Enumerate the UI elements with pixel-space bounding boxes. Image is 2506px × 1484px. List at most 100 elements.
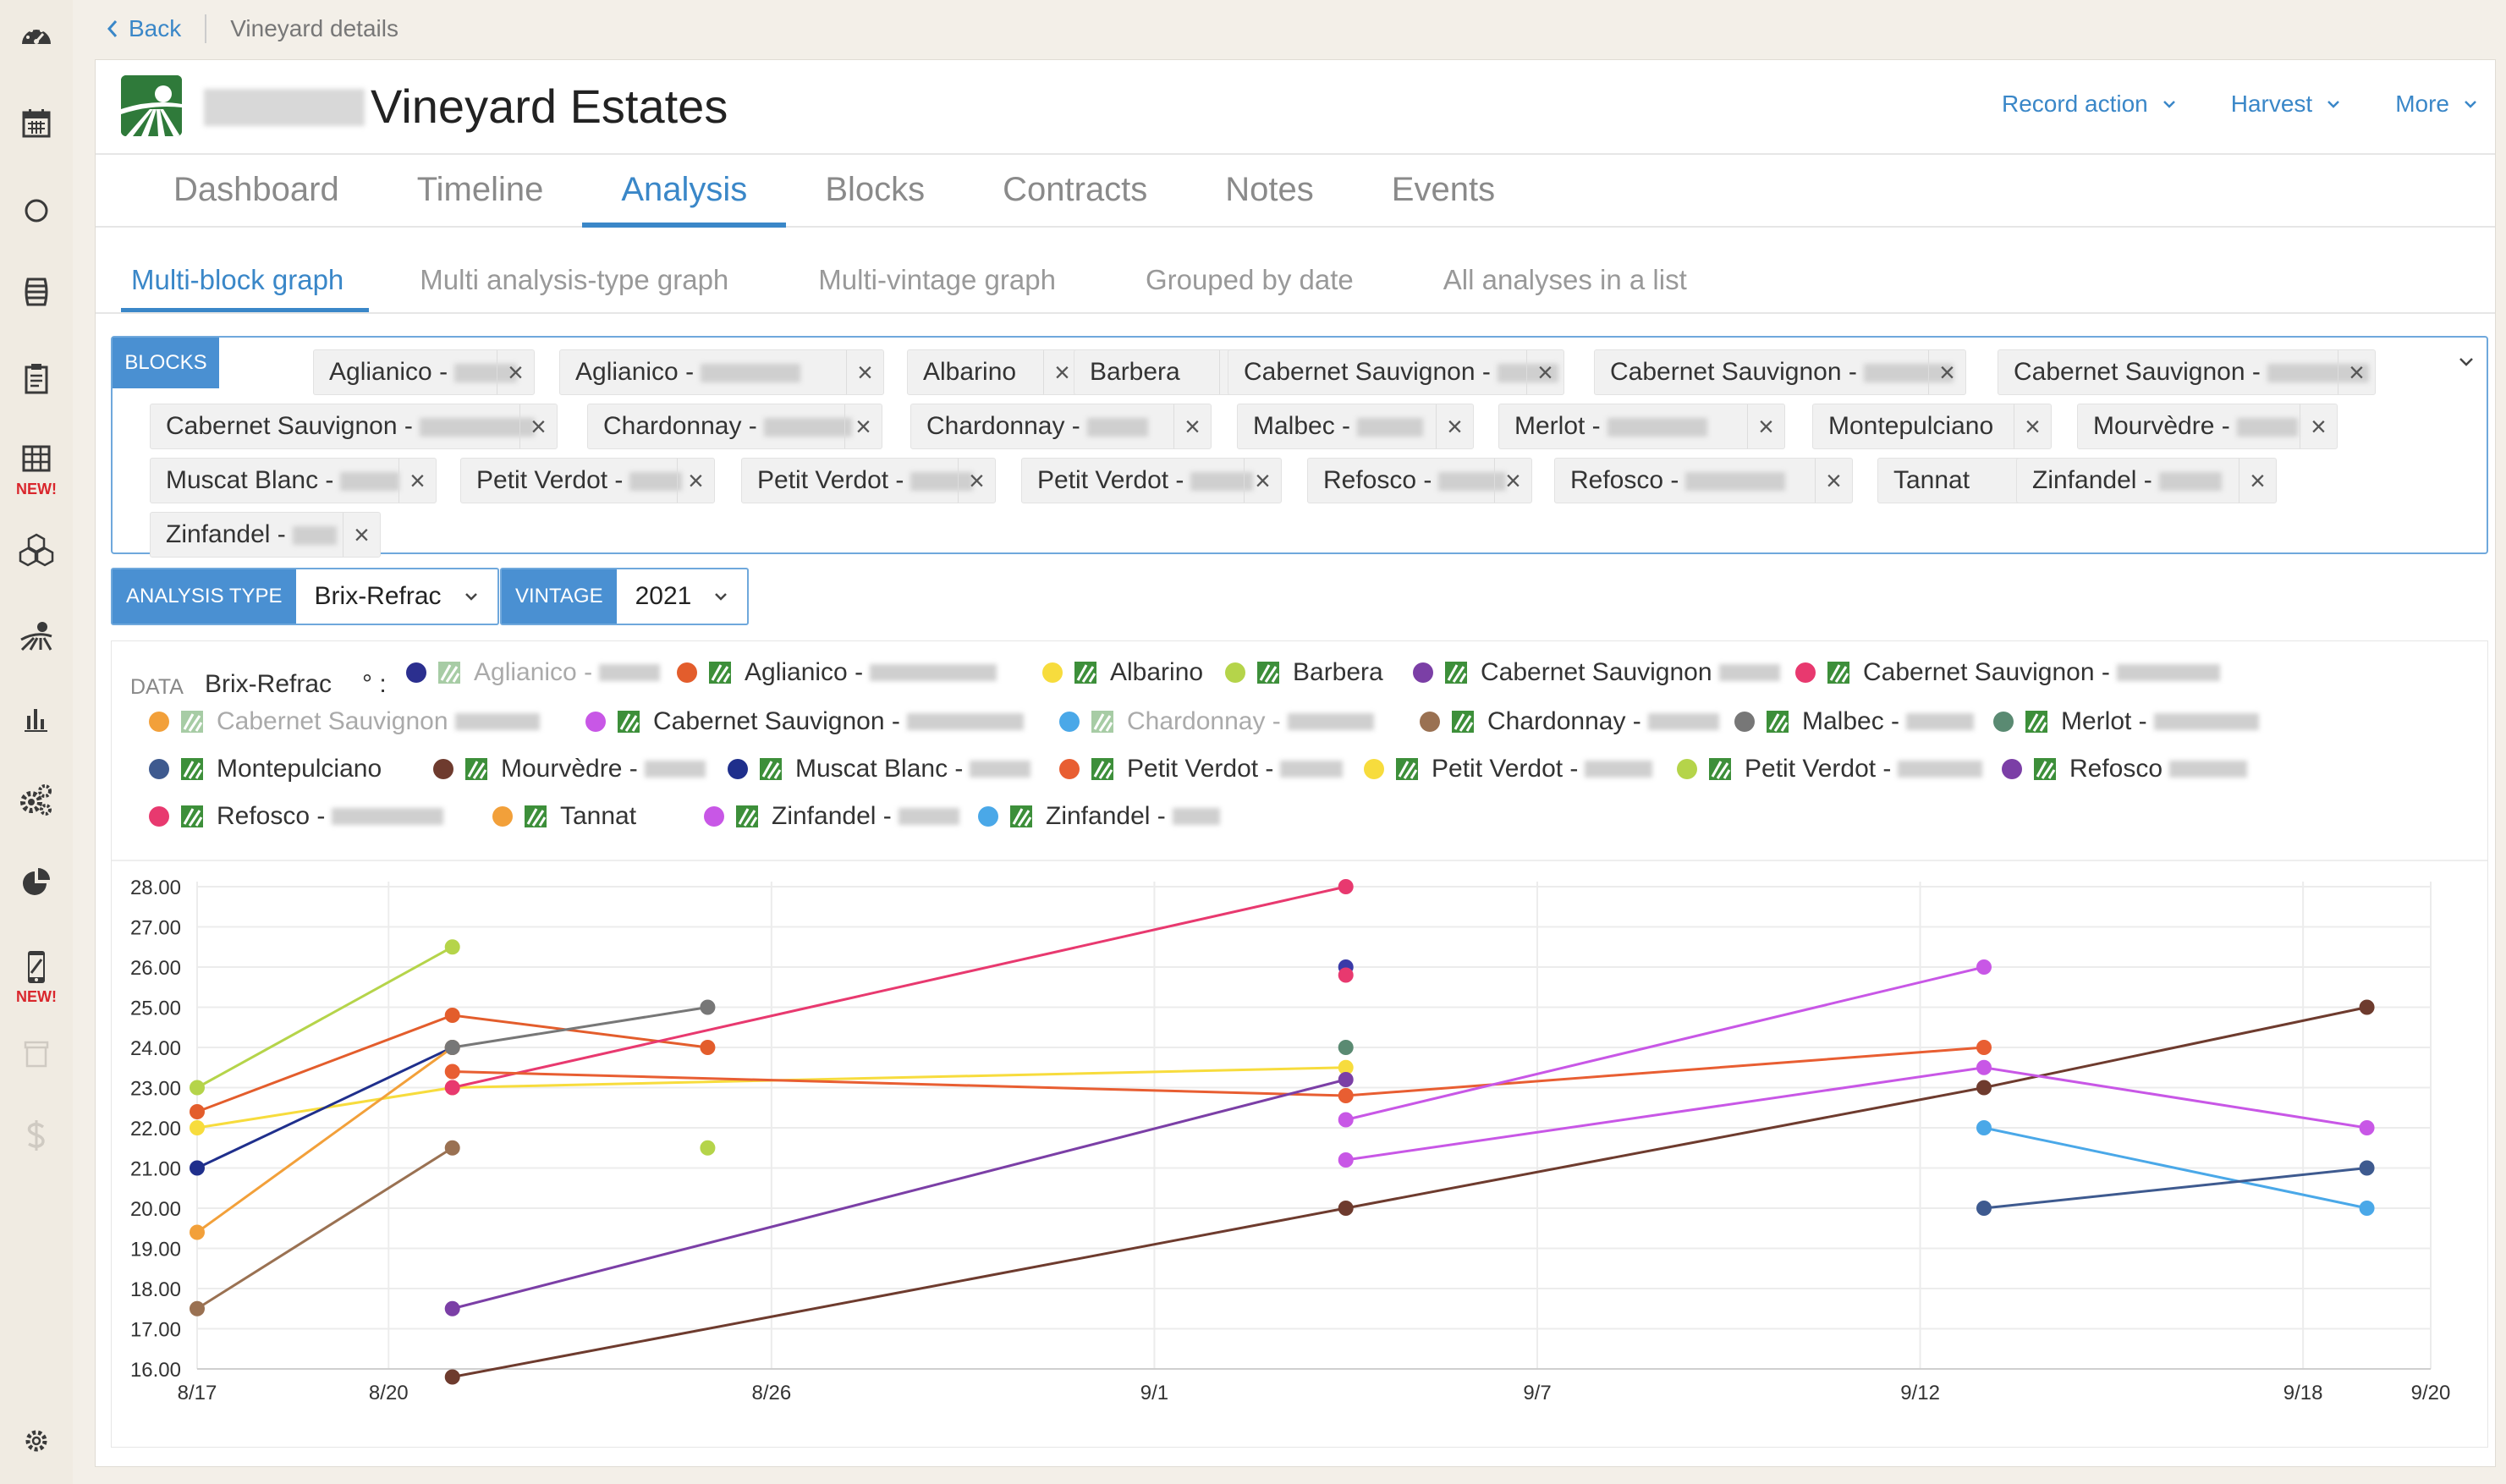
chevron-down-icon[interactable] (2458, 356, 2475, 368)
remove-chip-icon[interactable]: × (1526, 350, 1564, 394)
block-chip[interactable]: Muscat Blanc - × (150, 458, 437, 503)
subtab-grouped-by-date[interactable]: Grouped by date (1145, 264, 1354, 295)
block-chip[interactable]: Zinfandel - × (150, 512, 381, 558)
remove-chip-icon[interactable]: × (398, 459, 436, 503)
block-chip[interactable]: Refosco - × (1554, 458, 1853, 503)
remove-chip-icon[interactable]: × (1173, 404, 1211, 448)
block-chip[interactable]: Montepulciano × (1812, 404, 2052, 449)
block-chip[interactable]: Petit Verdot - × (460, 458, 715, 503)
sidebar-item-grid[interactable]: NEW! (0, 440, 73, 498)
legend-item[interactable]: Cabernet Sauvignon (149, 707, 540, 736)
remove-chip-icon[interactable]: × (2239, 459, 2276, 503)
subtab-multi-vintage-graph[interactable]: Multi-vintage graph (818, 264, 1056, 295)
tab-events[interactable]: Events (1391, 171, 1496, 208)
block-chip[interactable]: Cabernet Sauvignon - × (150, 404, 558, 449)
remove-chip-icon[interactable]: × (497, 350, 534, 394)
more-dropdown[interactable]: More (2395, 91, 2478, 118)
block-chip[interactable]: Petit Verdot - × (741, 458, 996, 503)
subtab-multi-block-graph[interactable]: Multi-block graph (121, 229, 370, 312)
remove-chip-icon[interactable]: × (1244, 459, 1281, 503)
legend-item[interactable]: Chardonnay - (1420, 707, 1719, 736)
sidebar-item-dollar[interactable] (0, 1115, 73, 1154)
legend-item[interactable]: Aglianico - (677, 658, 997, 687)
harvest-label[interactable]: Harvest (2230, 91, 2313, 117)
harvest-dropdown[interactable]: Harvest (2231, 91, 2341, 118)
remove-chip-icon[interactable]: × (958, 459, 995, 503)
analysis-type-value[interactable]: Brix-Refrac (296, 569, 497, 624)
sidebar-item-bar-chart[interactable] (0, 699, 73, 738)
remove-chip-icon[interactable]: × (1436, 404, 1473, 448)
subtab-multi-analysis-type-graph[interactable]: Multi analysis-type graph (420, 264, 729, 295)
sidebar-item-circle[interactable] (0, 191, 73, 230)
remove-chip-icon[interactable]: × (2014, 404, 2051, 448)
sidebar-item-mobile-app[interactable]: NEW! (0, 948, 73, 1006)
legend-item[interactable]: Cabernet Sauvignon - (585, 707, 1024, 736)
tab-dashboard[interactable]: Dashboard (173, 171, 339, 208)
legend-item[interactable]: Petit Verdot - (1677, 755, 1983, 783)
record-action-label[interactable]: Record action (2001, 91, 2148, 117)
subtab-all-analyses-list[interactable]: All analyses in a list (1443, 264, 1687, 295)
record-action-dropdown[interactable]: Record action (2002, 91, 2177, 118)
block-chip[interactable]: Aglianico - × (559, 349, 884, 395)
tab-contracts[interactable]: Contracts (1003, 171, 1148, 208)
remove-chip-icon[interactable]: × (1494, 459, 1531, 503)
tab-timeline[interactable]: Timeline (416, 171, 544, 208)
legend-item[interactable]: Aglianico - (406, 658, 661, 687)
legend-item[interactable]: Montepulciano (149, 755, 382, 783)
remove-chip-icon[interactable]: × (1747, 404, 1784, 448)
sidebar-item-settings[interactable] (0, 1421, 73, 1460)
block-chip[interactable]: Mourvèdre - × (2077, 404, 2338, 449)
remove-chip-icon[interactable]: × (1815, 459, 1852, 503)
legend-item[interactable]: Mourvèdre - (433, 755, 706, 783)
blocks-filter[interactable]: BLOCKS Aglianico - × Aglianico - × Albarino ×… (111, 336, 2488, 558)
legend-item[interactable]: Malbec - (1734, 707, 1975, 736)
block-chip[interactable]: Chardonnay - × (910, 404, 1212, 449)
tab-analysis[interactable]: Analysis (582, 155, 787, 228)
sidebar-item-boxes[interactable] (0, 530, 73, 569)
block-chip[interactable]: Chardonnay - × (587, 404, 882, 449)
remove-chip-icon[interactable]: × (2300, 404, 2337, 448)
remove-chip-icon[interactable]: × (846, 350, 883, 394)
back-label[interactable]: Back (129, 15, 182, 41)
sidebar-item-dashboard-gauge[interactable] (0, 17, 73, 56)
vintage-value[interactable]: 2021 (617, 569, 748, 624)
legend-item[interactable]: Cabernet Sauvignon (1413, 658, 1780, 687)
back-link[interactable]: Back (107, 15, 181, 42)
legend-item[interactable]: Refosco - (149, 802, 444, 831)
sidebar-item-barrel[interactable] (0, 272, 73, 311)
remove-chip-icon[interactable]: × (677, 459, 714, 503)
legend-item[interactable]: Cabernet Sauvignon - (1795, 658, 2220, 687)
remove-chip-icon[interactable]: × (2338, 350, 2375, 394)
block-chip[interactable]: Refosco - × (1307, 458, 1532, 503)
block-chip[interactable]: Malbec - × (1237, 404, 1474, 449)
vintage-select[interactable]: VINTAGE 2021 (500, 568, 750, 625)
sidebar-item-calendar[interactable] (0, 103, 73, 142)
remove-chip-icon[interactable]: × (844, 404, 882, 448)
sidebar-item-clipboard[interactable] (0, 359, 73, 398)
block-chip[interactable]: Cabernet Sauvignon - × (1228, 349, 1564, 395)
legend-item[interactable]: Petit Verdot - (1059, 755, 1344, 783)
block-chip[interactable]: Cabernet Sauvignon - × (1594, 349, 1966, 395)
legend-item[interactable]: Merlot - (1993, 707, 2259, 736)
analysis-type-select[interactable]: ANALYSIS TYPE Brix-Refrac (111, 568, 499, 625)
tab-blocks[interactable]: Blocks (825, 171, 926, 208)
sidebar-item-archive[interactable] (0, 1034, 73, 1073)
block-chip[interactable]: Aglianico - × (313, 349, 535, 395)
legend-item[interactable]: Barbera (1225, 658, 1383, 687)
sidebar-item-gears[interactable] (0, 780, 73, 819)
legend-item[interactable]: Zinfandel - (704, 802, 959, 831)
legend-item[interactable]: Muscat Blanc - (728, 755, 1031, 783)
legend-item[interactable]: Albarino (1042, 658, 1203, 687)
legend-item[interactable]: Tannat (492, 802, 636, 831)
block-chip[interactable]: Petit Verdot - × (1021, 458, 1282, 503)
block-chip[interactable]: Albarino × (907, 349, 1081, 395)
remove-chip-icon[interactable]: × (519, 404, 557, 448)
legend-item[interactable]: Chardonnay - (1059, 707, 1374, 736)
block-chip[interactable]: Cabernet Sauvignon - × (1998, 349, 2376, 395)
sidebar-item-pie-chart[interactable] (0, 863, 73, 902)
legend-item[interactable]: Refosco (2002, 755, 2248, 783)
legend-item[interactable]: Zinfandel - (978, 802, 1220, 831)
block-chip[interactable]: Zinfandel - × (2016, 458, 2277, 503)
remove-chip-icon[interactable]: × (1928, 350, 1965, 394)
legend-item[interactable]: Petit Verdot - (1364, 755, 1653, 783)
